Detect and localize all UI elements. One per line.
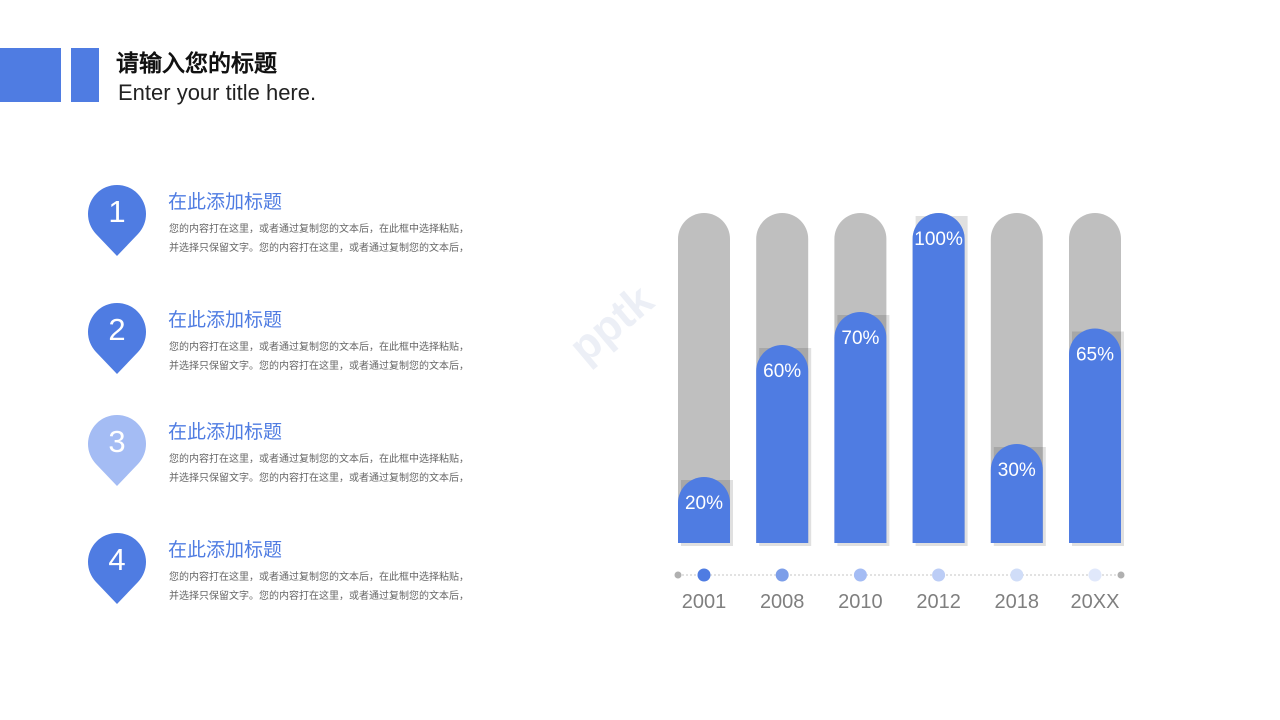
bar-track <box>678 213 730 543</box>
timeline-end-dot <box>674 571 682 579</box>
item-number: 2 <box>108 312 126 347</box>
list-item: 4 在此添加标题 您的内容打在这里，或者通过复制您的文本后，在此框中选择粘贴， … <box>0 532 560 642</box>
item-title: 在此添加标题 <box>168 421 283 443</box>
x-tick-label: 2008 <box>760 591 805 613</box>
header-decor-block-small <box>71 48 99 102</box>
x-tick-label: 2012 <box>916 591 961 613</box>
bar <box>990 443 1043 543</box>
x-tick-label: 20XX <box>1071 591 1120 613</box>
timeline-dot <box>775 568 789 582</box>
data-label: 60% <box>763 361 801 382</box>
item-number: 4 <box>108 542 126 577</box>
number-pin-icon: 1 <box>87 184 147 260</box>
bar <box>834 312 887 543</box>
number-pin-icon: 4 <box>87 532 147 608</box>
page-title: 请输入您的标题 <box>116 51 277 77</box>
timeline-dot <box>697 568 711 582</box>
timeline-end-dot <box>1117 571 1125 579</box>
item-title: 在此添加标题 <box>168 191 283 213</box>
page-subtitle: Enter your title here. <box>118 80 317 105</box>
item-text-line: 并选择只保留文字。您的内容打在这里，或者通过复制您的文本后， <box>169 243 469 254</box>
timeline-dot <box>932 568 946 582</box>
timeline-dot <box>1010 568 1024 582</box>
item-text-line: 您的内容打在这里，或者通过复制您的文本后，在此框中选择粘贴， <box>169 224 469 235</box>
data-label: 30% <box>998 460 1036 481</box>
item-text-line: 并选择只保留文字。您的内容打在这里，或者通过复制您的文本后， <box>169 473 469 484</box>
data-label: 20% <box>685 493 723 514</box>
item-text-line: 您的内容打在这里，或者通过复制您的文本后，在此框中选择粘贴， <box>169 572 469 583</box>
timeline-dot <box>853 568 867 582</box>
data-label: 100% <box>914 229 963 250</box>
list-item: 3 在此添加标题 您的内容打在这里，或者通过复制您的文本后，在此框中选择粘贴， … <box>0 414 560 524</box>
timeline-dot <box>1088 568 1102 582</box>
x-tick-label: 2010 <box>838 591 883 613</box>
list-item: 1 在此添加标题 您的内容打在这里，或者通过复制您的文本后，在此框中选择粘贴， … <box>0 184 560 294</box>
item-title: 在此添加标题 <box>168 539 283 561</box>
number-pin-icon: 2 <box>87 302 147 378</box>
number-pin-icon: 3 <box>87 414 147 490</box>
item-number: 1 <box>108 194 126 229</box>
x-tick-label: 2001 <box>682 591 727 613</box>
item-number: 3 <box>108 424 126 459</box>
item-title: 在此添加标题 <box>168 309 283 331</box>
x-tick-label: 2018 <box>995 591 1040 613</box>
item-text-line: 并选择只保留文字。您的内容打在这里，或者通过复制您的文本后， <box>169 591 469 602</box>
bar <box>912 213 965 544</box>
data-label: 70% <box>841 328 879 349</box>
list-item: 2 在此添加标题 您的内容打在这里，或者通过复制您的文本后，在此框中选择粘贴， … <box>0 302 560 412</box>
bar <box>1069 328 1121 543</box>
item-text-line: 并选择只保留文字。您的内容打在这里，或者通过复制您的文本后， <box>169 361 469 372</box>
header-decor-block-large <box>0 48 61 102</box>
data-label: 65% <box>1076 345 1114 366</box>
bar <box>678 477 730 543</box>
bar <box>756 345 809 543</box>
item-text-line: 您的内容打在这里，或者通过复制您的文本后，在此框中选择粘贴， <box>169 342 469 353</box>
item-text-line: 您的内容打在这里，或者通过复制您的文本后，在此框中选择粘贴， <box>169 454 469 465</box>
